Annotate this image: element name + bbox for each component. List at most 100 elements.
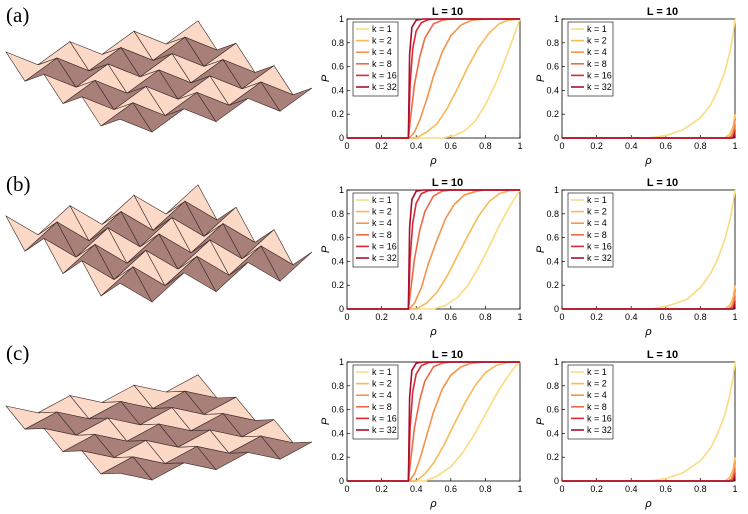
series-line-k16 bbox=[562, 130, 736, 139]
y-tick-label: 0 bbox=[554, 133, 559, 143]
y-tick-label: 0.2 bbox=[331, 452, 344, 462]
series-line-k1 bbox=[562, 18, 736, 139]
legend-entry: k = 8 bbox=[372, 230, 392, 240]
x-tick-label: 1 bbox=[517, 312, 522, 322]
chart-c-left: 0 0.2 0.4 0.6 0.8 1 0 0.2 0.4 0.6 0.8 1 L = 10 ρ Pk = … bbox=[320, 349, 523, 510]
series-line-k4 bbox=[562, 463, 736, 482]
y-tick-label: 0.2 bbox=[546, 109, 559, 119]
y-tick-label: 0.8 bbox=[546, 381, 559, 391]
x-tick-label: 0.4 bbox=[625, 484, 638, 494]
series-line-k4 bbox=[562, 120, 736, 139]
x-tick-label: 0.2 bbox=[590, 141, 603, 151]
legend-entry: k = 4 bbox=[372, 218, 392, 228]
series-line-k32 bbox=[347, 361, 520, 482]
series-line-k32 bbox=[347, 189, 520, 310]
legend-box bbox=[567, 364, 614, 440]
series-line-k8 bbox=[562, 125, 736, 139]
sheet-facet bbox=[260, 435, 313, 460]
x-tick-label: 1 bbox=[517, 141, 522, 151]
x-tick-label: 0.6 bbox=[445, 312, 458, 322]
series-line-k8 bbox=[562, 296, 736, 310]
legend-entry: k = 2 bbox=[372, 207, 392, 217]
x-tick-label: 0 bbox=[344, 141, 349, 151]
series-line-k32 bbox=[562, 132, 736, 139]
series-line-k1 bbox=[347, 18, 521, 139]
y-tick-label: 0.8 bbox=[331, 38, 344, 48]
x-tick-label: 0.8 bbox=[479, 141, 492, 151]
x-tick-label: 0.8 bbox=[694, 312, 707, 322]
panel-label-b: (b) bbox=[6, 172, 31, 196]
legend-entry: k = 8 bbox=[587, 402, 607, 412]
y-tick-label: 0 bbox=[339, 476, 344, 486]
legend-box bbox=[567, 192, 614, 268]
legend-entry: k = 16 bbox=[587, 241, 612, 251]
y-axis-label: P bbox=[320, 245, 332, 253]
legend-entry: k = 4 bbox=[587, 218, 607, 228]
x-tick-label: 0.8 bbox=[479, 484, 492, 494]
y-tick-label: 0.6 bbox=[546, 233, 559, 243]
x-tick-label: 0.6 bbox=[660, 484, 673, 494]
legend-entry: k = 4 bbox=[587, 47, 607, 57]
x-axis-label: ρ bbox=[429, 155, 436, 167]
legend-box bbox=[352, 21, 399, 97]
panel-label-c: (c) bbox=[6, 341, 30, 365]
chart-b-left: 0 0.2 0.4 0.6 0.8 1 0 0.2 0.4 0.6 0.8 1 L = 10 ρ Pk = … bbox=[320, 177, 523, 338]
series-line-k16 bbox=[562, 473, 736, 482]
x-tick-label: 0.2 bbox=[590, 484, 603, 494]
x-tick-label: 0 bbox=[344, 312, 349, 322]
series-line-k32 bbox=[347, 18, 520, 139]
legend-entry: k = 16 bbox=[372, 70, 397, 80]
series-line-k16 bbox=[562, 301, 736, 310]
series-line-k4 bbox=[347, 18, 520, 139]
y-tick-label: 0.2 bbox=[331, 280, 344, 290]
series-line-k2 bbox=[347, 361, 521, 482]
y-axis-label: P bbox=[535, 245, 547, 253]
sheet-facet bbox=[260, 245, 313, 282]
y-tick-label: 0 bbox=[554, 476, 559, 486]
y-tick-label: 0.6 bbox=[546, 405, 559, 415]
legend-entry: k = 8 bbox=[587, 230, 607, 240]
x-tick-label: 0.6 bbox=[660, 312, 673, 322]
legend-entry: k = 16 bbox=[372, 413, 397, 423]
x-axis-label: ρ bbox=[429, 498, 436, 510]
legend-entry: k = 32 bbox=[587, 253, 612, 263]
legend-entry: k = 16 bbox=[587, 413, 612, 423]
y-tick-label: 0.2 bbox=[331, 109, 344, 119]
x-axis-label: ρ bbox=[429, 326, 436, 338]
panel-label-a: (a) bbox=[6, 3, 30, 27]
series-line-k1 bbox=[562, 189, 736, 310]
y-tick-label: 1 bbox=[339, 14, 344, 24]
x-tick-label: 0.8 bbox=[694, 484, 707, 494]
y-tick-label: 0 bbox=[339, 304, 344, 314]
series-line-k4 bbox=[347, 361, 520, 482]
chart-a-left: 0 0.2 0.4 0.6 0.8 1 0 0.2 0.4 0.6 0.8 1 L = 10 ρ Pk = … bbox=[320, 6, 523, 167]
legend-entry: k = 16 bbox=[372, 241, 397, 251]
x-tick-label: 0.6 bbox=[445, 141, 458, 151]
x-tick-label: 1 bbox=[517, 484, 522, 494]
x-tick-label: 0.4 bbox=[410, 484, 423, 494]
x-tick-label: 1 bbox=[732, 141, 737, 151]
chart-title: L = 10 bbox=[647, 349, 678, 361]
legend-entry: k = 8 bbox=[372, 402, 392, 412]
chart-title: L = 10 bbox=[432, 349, 463, 361]
legend-entry: k = 32 bbox=[587, 82, 612, 92]
series-line-k2 bbox=[562, 457, 736, 482]
chart-a-right: 0 0.2 0.4 0.6 0.8 1 0 0.2 0.4 0.6 0.8 1 L = 10 ρ Pk = … bbox=[535, 6, 738, 167]
legend-box bbox=[567, 21, 614, 97]
legend: k = 1 k = 2k = 4 k = 8k = 16 k = 32 bbox=[352, 364, 399, 440]
y-tick-label: 0.4 bbox=[331, 256, 344, 266]
legend: k = 1 k = 2k = 4 k = 8k = 16 k = 32 bbox=[352, 21, 399, 97]
y-axis-label: P bbox=[320, 417, 332, 425]
x-tick-label: 0.4 bbox=[410, 312, 423, 322]
legend-entry: k = 16 bbox=[587, 70, 612, 80]
origami-sheet-c bbox=[5, 374, 313, 481]
legend-entry: k = 32 bbox=[372, 82, 397, 92]
series-line-k2 bbox=[562, 285, 736, 310]
x-tick-label: 1 bbox=[732, 312, 737, 322]
legend-entry: k = 1 bbox=[372, 367, 392, 377]
y-tick-label: 1 bbox=[554, 14, 559, 24]
legend-entry: k = 4 bbox=[587, 390, 607, 400]
y-tick-label: 0.6 bbox=[546, 62, 559, 72]
chart-c-right: 0 0.2 0.4 0.6 0.8 1 0 0.2 0.4 0.6 0.8 1 L = 10 ρ Pk = … bbox=[535, 349, 738, 510]
